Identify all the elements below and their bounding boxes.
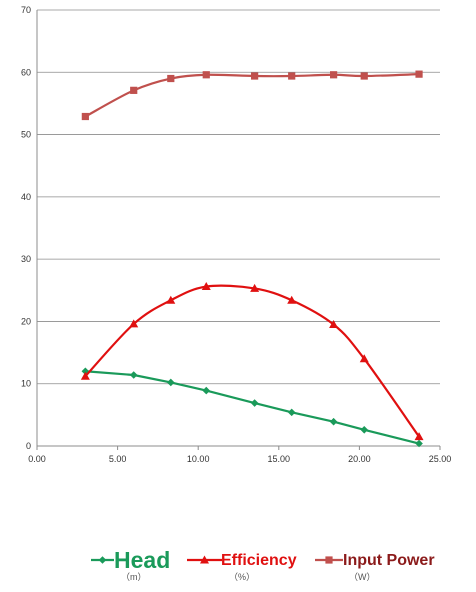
y-tick-label: 10 [21, 379, 31, 389]
data-point [130, 86, 138, 94]
series-efficiency [80, 282, 424, 441]
x-axis-ticks: 0.00 5.00 10.00 15.00 20.00 25.00 [28, 446, 451, 464]
legend-item-efficiency: Efficiency （%） [187, 552, 297, 582]
data-point [80, 371, 90, 380]
legend-label: Input Power [343, 552, 435, 569]
series-line [84, 73, 420, 118]
data-point [81, 112, 89, 121]
triangle-marker-icon [200, 555, 209, 564]
data-point [250, 399, 259, 407]
x-tick-label: 20.00 [348, 454, 371, 464]
y-tick-label: 20 [21, 316, 31, 326]
legend-unit: （W） [349, 572, 376, 582]
data-point [359, 354, 369, 363]
data-point [166, 295, 176, 304]
axes [36, 10, 440, 447]
data-point [166, 378, 175, 387]
data-point [415, 70, 423, 78]
data-point [414, 432, 424, 441]
data-point [287, 408, 296, 417]
x-tick-label: 5.00 [109, 454, 127, 464]
data-point [167, 74, 175, 83]
data-point [251, 72, 259, 80]
gridlines [37, 9, 440, 385]
y-tick-label: 30 [21, 254, 31, 264]
data-point [330, 71, 338, 79]
series-line [85, 370, 420, 445]
legend-unit: （%） [229, 572, 255, 582]
x-tick-label: 0.00 [28, 454, 46, 464]
legend-unit: （m） [121, 572, 147, 582]
data-point [129, 371, 138, 379]
data-point [287, 295, 297, 304]
x-tick-label: 15.00 [268, 454, 291, 464]
data-point [288, 72, 296, 80]
legend-item-head: Head（m） [91, 547, 170, 582]
square-marker-icon [325, 556, 333, 564]
data-point [360, 426, 369, 434]
diamond-marker-icon [98, 556, 107, 564]
data-point [129, 319, 139, 328]
data-point [360, 72, 368, 80]
data-point [250, 283, 260, 292]
data-point [329, 417, 338, 426]
legend-item-input-power: Input Power （W） [315, 552, 435, 582]
y-tick-label: 0 [26, 441, 31, 451]
legend-label: Head [114, 547, 170, 573]
data-point [415, 439, 423, 448]
y-tick-label: 50 [21, 130, 31, 140]
series-line [84, 284, 420, 438]
legend-label: Efficiency [221, 552, 297, 569]
legend: Head（m） Efficiency （%） Input Power （W） [91, 547, 435, 582]
data-point [202, 386, 211, 395]
series-head [81, 367, 423, 448]
data-point [201, 282, 211, 291]
x-tick-label: 25.00 [429, 454, 452, 464]
series-group [80, 70, 424, 448]
x-tick-label: 10.00 [187, 454, 210, 464]
y-tick-label: 70 [21, 5, 31, 15]
data-point [329, 320, 339, 329]
y-axis-ticks: 0 10 20 30 40 50 60 70 [21, 5, 31, 451]
series-input-power [81, 70, 423, 121]
y-tick-label: 60 [21, 67, 31, 77]
data-point [202, 71, 210, 79]
y-tick-label: 40 [21, 192, 31, 202]
